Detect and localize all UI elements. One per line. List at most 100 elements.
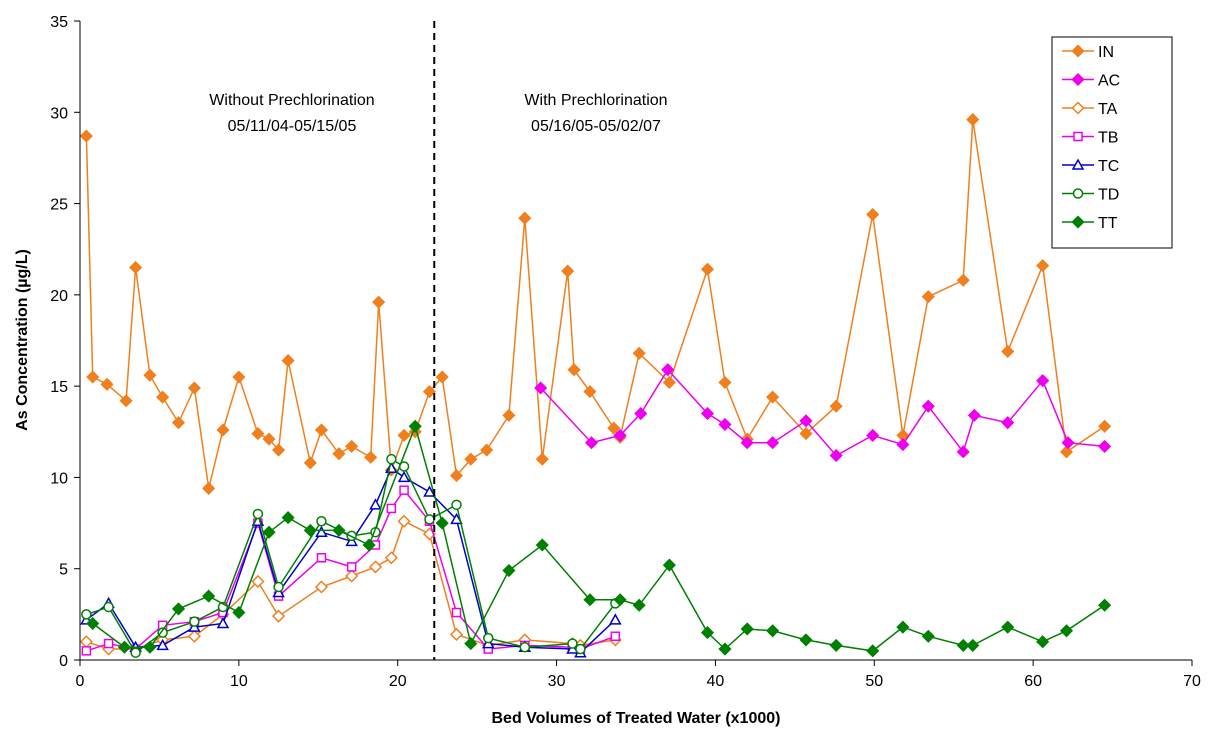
legend-swatch-marker: [1071, 158, 1085, 170]
data-point-tt: [829, 638, 843, 652]
data-point-in: [1098, 419, 1112, 433]
y-tick-label: 5: [59, 562, 68, 579]
y-axis-title: As Concentration (µg/L): [14, 249, 31, 431]
annotation-without-line2: 05/11/04-05/15/05: [228, 118, 357, 135]
data-point-ac: [700, 406, 715, 421]
data-point-ac: [661, 363, 675, 377]
data-point-ac: [866, 428, 880, 442]
data-point-in: [281, 354, 295, 368]
legend-label: TD: [1098, 187, 1119, 204]
legend-label: TA: [1098, 101, 1118, 118]
data-point-in: [364, 450, 378, 464]
legend-item-in: IN: [1062, 44, 1114, 61]
legend-label: TC: [1098, 158, 1119, 175]
data-point-in: [262, 432, 276, 446]
data-point-tb: [81, 646, 92, 656]
data-point-ta: [345, 569, 359, 583]
data-point-tt: [143, 640, 157, 654]
data-point-tt: [1001, 620, 1015, 634]
data-point-tt: [171, 602, 186, 616]
data-point-ac: [1098, 439, 1112, 453]
data-point-tt: [232, 605, 246, 620]
legend: IN AC TA TB TC TD TT: [1051, 36, 1173, 249]
data-point-ac: [829, 448, 843, 463]
data-point-in: [583, 385, 597, 399]
data-point-ac: [1061, 436, 1075, 450]
data-point-in: [718, 375, 732, 390]
legend-swatch-marker: [1071, 72, 1085, 87]
data-point-in: [79, 129, 93, 143]
data-point-ac: [956, 445, 970, 459]
legend-swatch-marker: [1071, 101, 1085, 115]
data-point-in: [129, 260, 143, 275]
x-tick-label: 50: [865, 673, 883, 690]
plot-area: [80, 21, 1192, 660]
data-point-tt: [435, 516, 449, 530]
x-axis-ticks: 0 10 20 30 40 50 60 70: [76, 660, 1201, 690]
series-ac: [534, 363, 1112, 463]
data-point-tc: [397, 470, 411, 483]
data-point-in: [866, 207, 880, 222]
data-point-in: [397, 428, 411, 442]
data-point-tb: [103, 638, 114, 649]
data-point-ta: [397, 514, 411, 528]
data-point-in: [216, 423, 230, 437]
series-line-ac: [540, 368, 1105, 457]
data-point-tb: [610, 631, 621, 642]
data-point-in: [314, 423, 329, 437]
data-point-tb: [316, 553, 327, 563]
data-point-tt: [262, 525, 276, 539]
data-point-in: [303, 456, 317, 470]
data-point-ta: [368, 560, 383, 574]
legend-item-tt: TT: [1062, 215, 1118, 232]
data-point-tt: [117, 640, 132, 654]
data-point-ac: [584, 436, 599, 450]
x-tick-label: 20: [389, 673, 407, 690]
data-point-in: [202, 481, 216, 495]
data-point-tc: [315, 525, 328, 537]
legend-box: [1051, 36, 1173, 249]
series-line-tc: [85, 467, 616, 654]
data-point-in: [156, 390, 170, 404]
data-point-td: [575, 643, 586, 655]
data-point-ac: [896, 438, 910, 452]
data-point-tc: [450, 512, 463, 525]
data-point-tt: [613, 593, 627, 607]
data-point-tt: [332, 523, 346, 537]
x-axis-title: Bed Volumes of Treated Water (x1000): [492, 710, 781, 727]
data-point-ta: [272, 609, 286, 623]
data-point-tt: [956, 638, 970, 652]
x-tick-label: 30: [548, 673, 566, 690]
annotation-without-line1: Without Prechlorination: [209, 92, 374, 109]
y-tick-label: 25: [50, 197, 68, 214]
data-point-tt: [408, 419, 422, 433]
data-point-in: [464, 452, 478, 466]
data-point-tt: [740, 622, 754, 636]
data-point-in: [435, 370, 449, 384]
data-point-ta: [187, 629, 201, 643]
y-tick-label: 0: [59, 653, 68, 670]
data-point-tb: [386, 503, 397, 514]
legend-item-ta: TA: [1062, 101, 1118, 118]
data-point-tt: [866, 644, 880, 658]
data-point-tc: [609, 613, 622, 625]
data-point-ta: [314, 580, 329, 594]
legend-item-td: TD: [1062, 187, 1119, 204]
data-point-in: [86, 370, 100, 384]
data-point-in: [1001, 344, 1015, 359]
data-point-tt: [718, 642, 732, 656]
data-point-in: [480, 443, 494, 457]
legend-label: TT: [1098, 215, 1118, 232]
legend-swatch-marker: [1071, 215, 1085, 229]
data-point-ac: [967, 408, 981, 422]
data-point-in: [100, 377, 114, 391]
data-point-in: [966, 113, 980, 127]
data-point-ac: [921, 399, 935, 413]
y-tick-label: 15: [50, 379, 68, 396]
data-point-tc: [216, 616, 230, 629]
data-point-tt: [632, 598, 646, 612]
data-point-ac: [634, 406, 648, 421]
data-point-in: [272, 443, 286, 457]
data-point-td: [424, 514, 435, 525]
